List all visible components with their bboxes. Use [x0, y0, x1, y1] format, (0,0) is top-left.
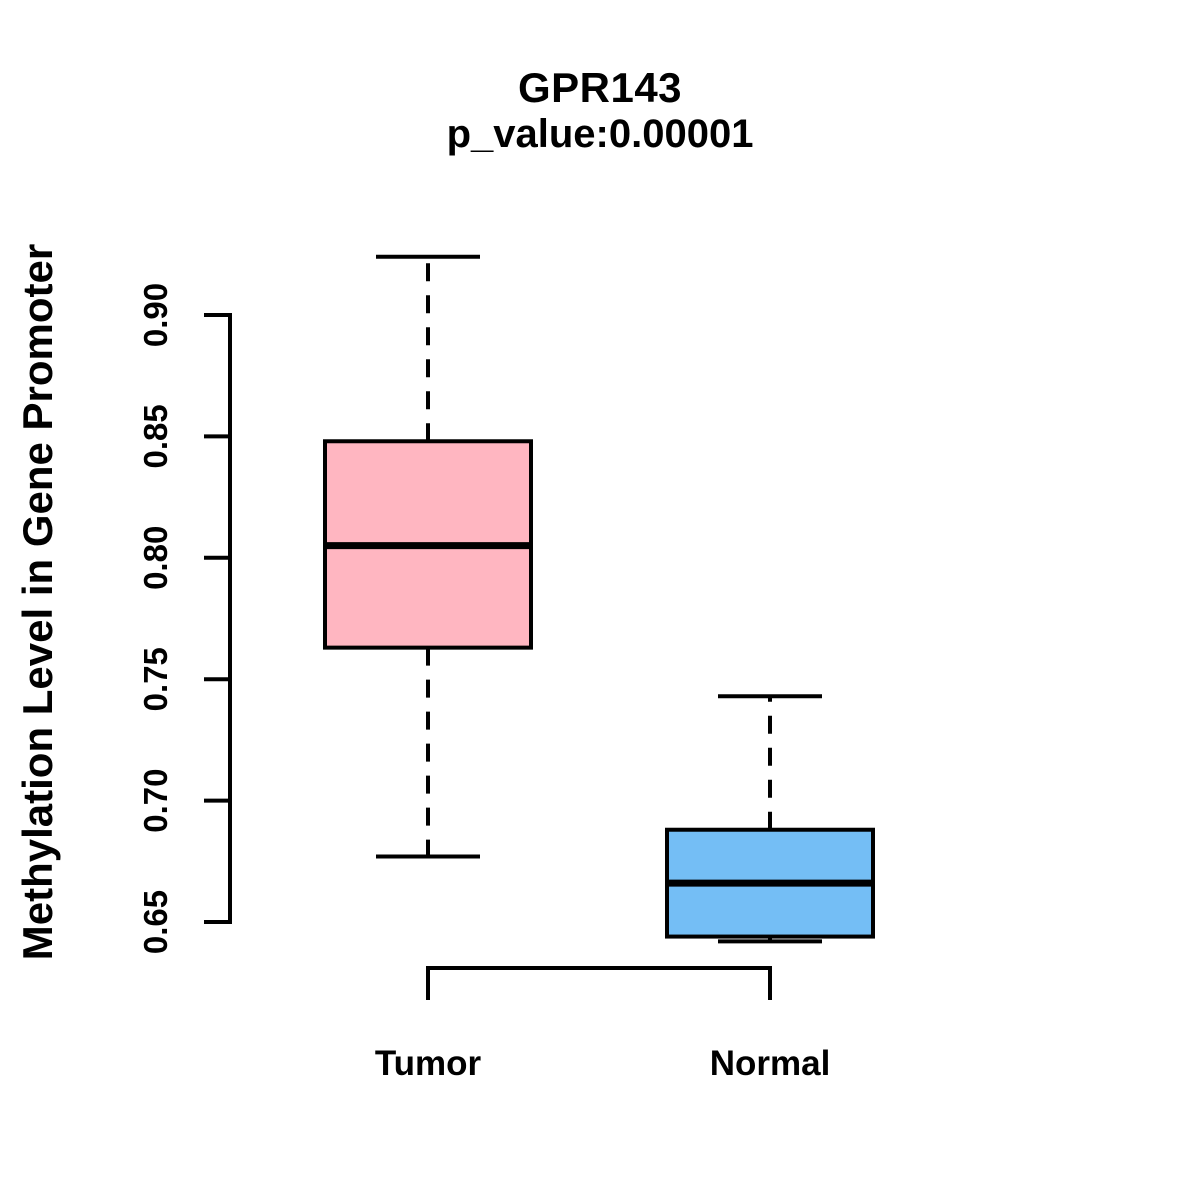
x-category-label-tumor: Tumor	[375, 1044, 482, 1083]
chart-title: GPR143	[517, 64, 683, 111]
y-tick-label: 0.65	[137, 890, 174, 954]
x-category-label-normal: Normal	[710, 1044, 831, 1083]
y-tick-label: 0.80	[137, 526, 174, 590]
y-tick-label: 0.70	[137, 768, 174, 832]
chart-subtitle: p_value:0.00001	[446, 112, 754, 156]
y-tick-label: 0.90	[137, 283, 174, 347]
y-tick-label: 0.75	[137, 647, 174, 711]
x-axis-bracket	[426, 966, 772, 1000]
y-tick-label: 0.85	[137, 404, 174, 468]
